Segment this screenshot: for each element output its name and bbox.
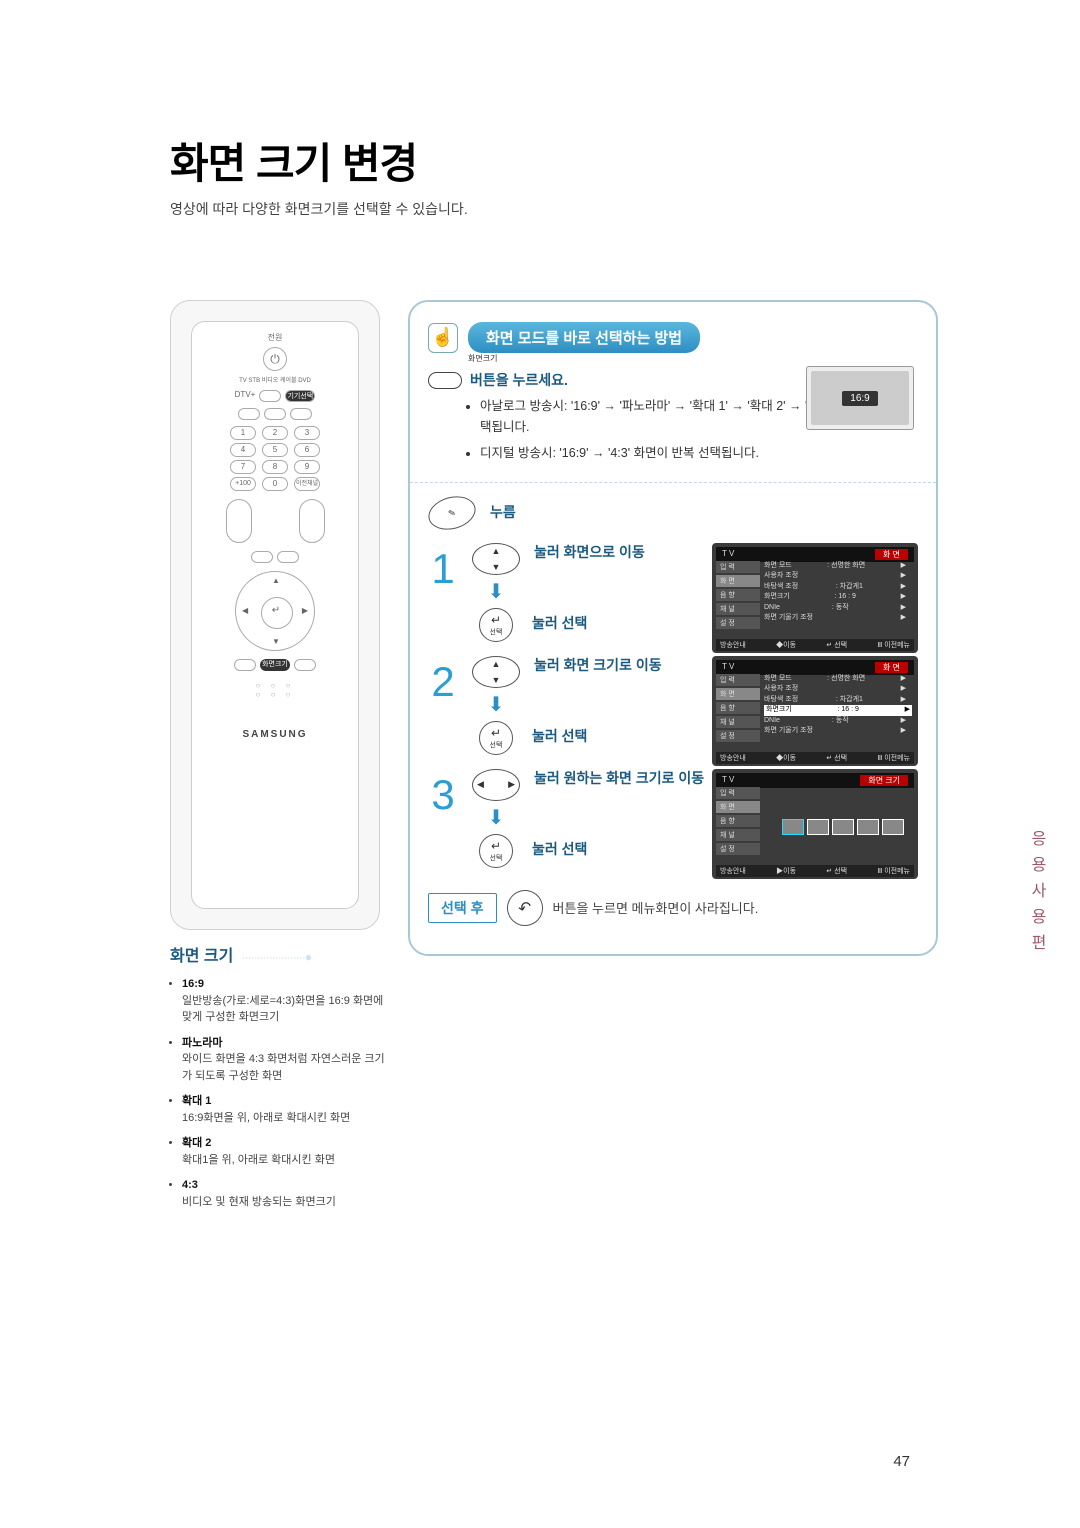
remote-mode-labels: TV STB 비디오 케이블 DVD bbox=[202, 375, 348, 384]
instruction-panel: ☝ 화면 모드를 바로 선택하는 방법 화면크기 버튼을 누르세요. 아날로그 … bbox=[408, 300, 938, 956]
power-icon: ⏻ bbox=[263, 347, 287, 371]
info-title: 화면 크기 bbox=[170, 948, 233, 965]
step-3-move: 눌러 원하는 화면 크기로 이동 bbox=[534, 769, 704, 789]
vol-rocker bbox=[226, 499, 252, 543]
enter-button-icon: ↵선택 bbox=[479, 834, 513, 868]
step-2-move: 눌러 화면 크기로 이동 bbox=[534, 656, 662, 676]
nav-updown-icon bbox=[472, 543, 520, 575]
page-number: 47 bbox=[893, 1453, 910, 1470]
nav-ring: ▲▼ ◀▶ ↵ bbox=[235, 571, 315, 651]
page-subtitle: 영상에 따라 다양한 화면크기를 선택할 수 있습니다. bbox=[170, 199, 930, 219]
osd-menu-3: T V화면 크기 입 력화 면 음 향채 널설 정 방송안내 ▶이동 ↵ 선택 … bbox=[712, 769, 918, 879]
remote-select-btn: 기기선택 bbox=[285, 390, 315, 402]
arrow-down-icon: ⬇ bbox=[488, 579, 505, 604]
step-1-move: 눌러 화면으로 이동 bbox=[534, 543, 645, 563]
osd-menu-1: T V화 면 입 력화 면 음 향채 널설 정 화면 모드: 선명한 화면▶ 사… bbox=[712, 543, 918, 653]
picsize-tiny-label: 화면크기 bbox=[468, 353, 918, 364]
ch-rocker bbox=[299, 499, 325, 543]
step-3-select: 눌러 선택 bbox=[532, 839, 587, 859]
step-1-number: 1 bbox=[428, 543, 458, 595]
aspect-thumbnails bbox=[782, 819, 908, 835]
hand-icon: ☝ bbox=[428, 323, 458, 353]
menu-button-icon: ✎ bbox=[425, 491, 480, 534]
arrow-down-icon: ⬇ bbox=[488, 692, 505, 717]
screensize-button: 화면크기 bbox=[260, 659, 290, 671]
step-2-number: 2 bbox=[428, 656, 458, 708]
nav-updown-icon bbox=[472, 656, 520, 688]
enter-button-icon: ↵선택 bbox=[479, 608, 513, 642]
after-select-text: 버튼을 누르면 메뉴화면이 사라집니다. bbox=[553, 898, 759, 917]
step-1-select: 눌러 선택 bbox=[532, 613, 587, 633]
callout-title: 화면 모드를 바로 선택하는 방법 bbox=[468, 322, 700, 353]
side-tab-label: 응용사용편 bbox=[1024, 830, 1048, 960]
arrow-down-icon: ⬇ bbox=[488, 805, 505, 830]
brand-label: SAMSUNG bbox=[202, 729, 348, 740]
press-label: 버튼을 누르세요. bbox=[470, 370, 568, 390]
after-select-label: 선택 후 bbox=[428, 893, 497, 923]
exit-button-icon: ↶ bbox=[502, 886, 546, 930]
remote-power-label: 전원 bbox=[202, 332, 348, 343]
page-title: 화면 크기 변경 bbox=[170, 130, 930, 191]
nav-leftright-icon bbox=[472, 769, 520, 801]
menu-press-label: 누름 bbox=[490, 503, 516, 523]
osd-menu-2: T V화 면 입 력화 면 음 향채 널설 정 화면 모드: 선명한 화면▶ 사… bbox=[712, 656, 918, 766]
step-3-number: 3 bbox=[428, 769, 458, 821]
dtv-label: DTV+ bbox=[235, 390, 256, 402]
picsize-button-icon bbox=[428, 372, 462, 389]
tv-preview: 16:9 bbox=[806, 366, 914, 430]
screen-size-info: 화면 크기 ·····················● 16:9일반방송(가로… bbox=[170, 942, 390, 1219]
color-dots: ○ ○ ○○ ○ ○ bbox=[202, 681, 348, 699]
step-2-select: 눌러 선택 bbox=[532, 726, 587, 746]
enter-button-icon: ↵선택 bbox=[479, 721, 513, 755]
remote-illustration: 전원 ⏻ TV STB 비디오 케이블 DVD DTV+ 기기선택 123 45… bbox=[170, 300, 380, 930]
